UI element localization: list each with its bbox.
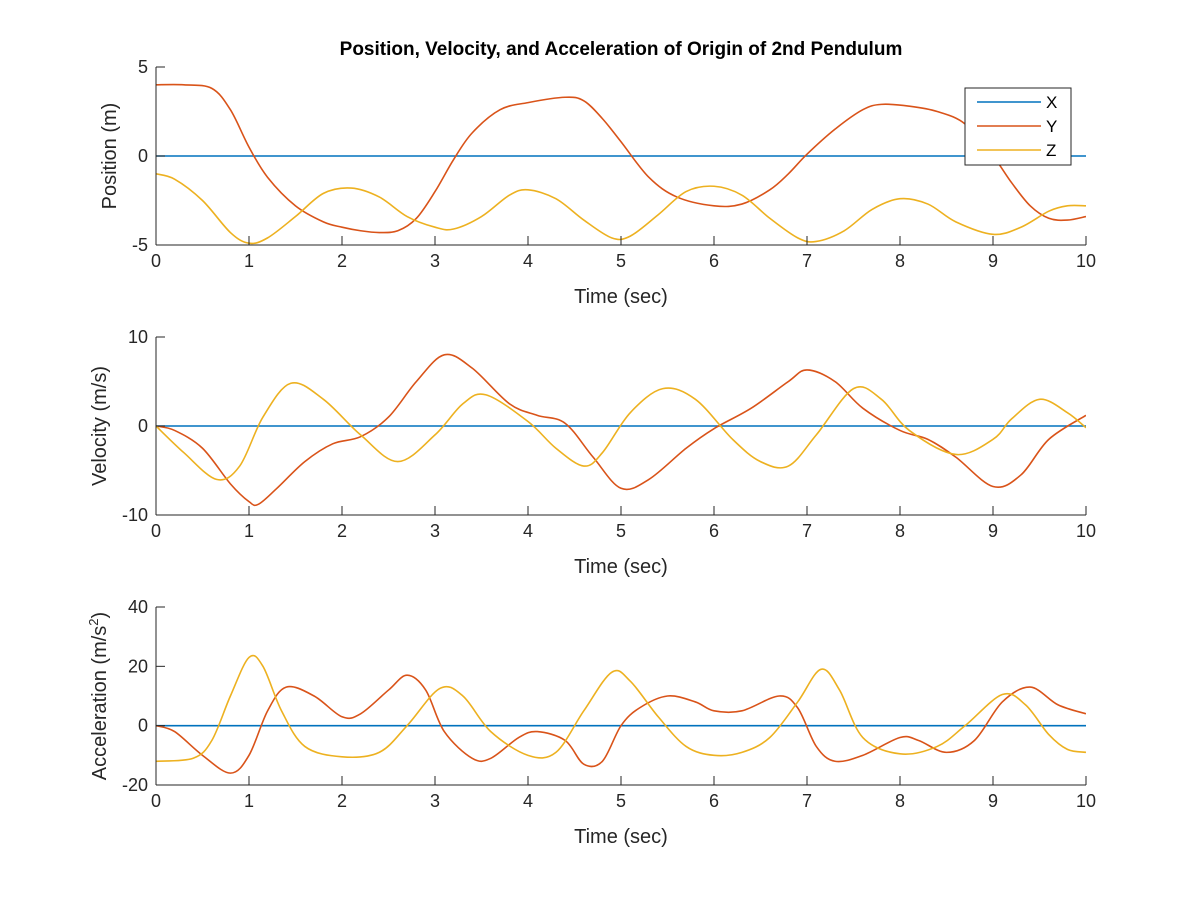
velocity-x-tick-label: 7 [802, 521, 812, 541]
acceleration-x-tick-label: 3 [430, 791, 440, 811]
acceleration-y-tick-label: 40 [128, 597, 148, 617]
position-y-axis-label: Position (m) [99, 103, 121, 210]
position-axis-layer: 0 1 2 3 4 5 6 7 8 9 10-505 [132, 57, 1096, 271]
position-series-y-line [156, 83, 1086, 234]
acceleration-x-tick-label: 0 [151, 791, 161, 811]
acceleration-y-axis-label: Acceleration (m/s2) [86, 612, 111, 780]
legend: XYZ [964, 87, 1072, 166]
acceleration-x-tick-label: 5 [616, 791, 626, 811]
position-x-tick-label: 8 [895, 251, 905, 271]
position-x-tick-label: 9 [988, 251, 998, 271]
legend-label-z: Z [1046, 141, 1056, 160]
acceleration-x-tick-label: 6 [709, 791, 719, 811]
position-x-tick-label: 3 [430, 251, 440, 271]
position-y-tick-label: -5 [132, 235, 148, 255]
acceleration-y-tick-label: -20 [122, 775, 148, 795]
position-x-tick-label: 0 [151, 251, 161, 271]
acceleration-x-tick-label: 4 [523, 791, 533, 811]
velocity-x-axis-label: Time (sec) [574, 556, 668, 578]
position-x-axis-label: Time (sec) [574, 286, 668, 308]
velocity-y-tick-label: -10 [122, 505, 148, 525]
velocity-x-tick-label: 6 [709, 521, 719, 541]
velocity-x-tick-label: 2 [337, 521, 347, 541]
position-x-tick-label: 7 [802, 251, 812, 271]
acceleration-y-tick-label: 0 [138, 716, 148, 736]
legend-label-y: Y [1046, 117, 1057, 136]
velocity-x-tick-label: 5 [616, 521, 626, 541]
velocity-series-z-line [156, 381, 1086, 481]
velocity-x-tick-label: 3 [430, 521, 440, 541]
velocity-series-layer [156, 353, 1086, 507]
acceleration-y-tick-label: 20 [128, 656, 148, 676]
velocity-x-tick-label: 4 [523, 521, 533, 541]
acceleration-x-tick-label: 9 [988, 791, 998, 811]
position-x-tick-label: 6 [709, 251, 719, 271]
figure-title: Position, Velocity, and Acceleration of … [340, 39, 903, 60]
acceleration-series-z-line [156, 654, 1086, 763]
position-x-tick-label: 4 [523, 251, 533, 271]
velocity-x-tick-label: 1 [244, 521, 254, 541]
acceleration-x-axis-label: Time (sec) [574, 826, 668, 848]
position-x-tick-label: 10 [1076, 251, 1096, 271]
velocity-x-tick-label: 9 [988, 521, 998, 541]
position-series-z-line [156, 173, 1086, 245]
acceleration-x-tick-label: 10 [1076, 791, 1096, 811]
acceleration-series-layer [156, 654, 1086, 774]
acceleration-x-tick-label: 8 [895, 791, 905, 811]
position-x-tick-label: 1 [244, 251, 254, 271]
velocity-y-axis-label: Velocity (m/s) [89, 366, 111, 486]
velocity-x-tick-label: 0 [151, 521, 161, 541]
acceleration-y-label-main: Acceleration (m/s [89, 626, 111, 781]
acceleration-series-y-line [156, 674, 1086, 774]
velocity-y-tick-label: 0 [138, 416, 148, 436]
velocity-y-tick-label: 10 [128, 327, 148, 347]
velocity-x-tick-label: 8 [895, 521, 905, 541]
position-y-tick-label: 5 [138, 57, 148, 77]
position-subplot: 0 1 2 3 4 5 6 7 8 9 10-505 Time (sec) Position (m)… [99, 57, 1096, 308]
acceleration-y-label-exponent: 2 [86, 618, 101, 625]
acceleration-x-tick-label: 1 [244, 791, 254, 811]
position-series-layer [156, 83, 1086, 245]
acceleration-x-tick-label: 7 [802, 791, 812, 811]
position-x-tick-label: 5 [616, 251, 626, 271]
velocity-x-tick-label: 10 [1076, 521, 1096, 541]
legend-label-x: X [1046, 93, 1057, 112]
acceleration-x-tick-label: 2 [337, 791, 347, 811]
position-y-tick-label: 0 [138, 146, 148, 166]
acceleration-y-label-close: ) [89, 612, 111, 619]
position-x-tick-label: 2 [337, 251, 347, 271]
